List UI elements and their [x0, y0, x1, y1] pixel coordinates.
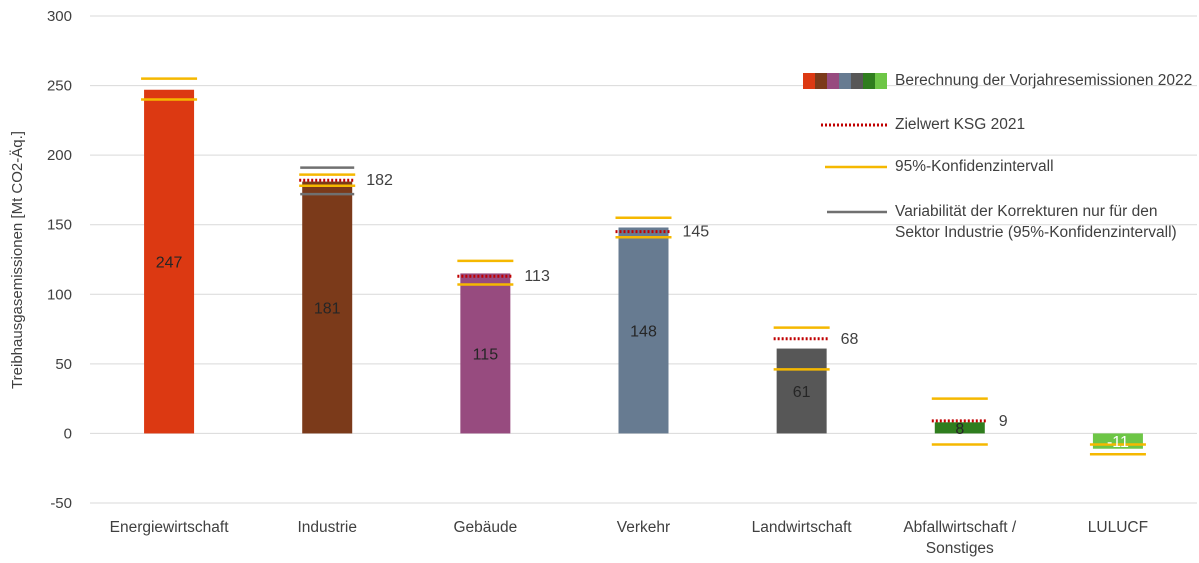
- legend-dotted-line-icon: [821, 123, 887, 127]
- legend-color-swatch: [803, 73, 887, 89]
- x-tick-label: Gebäude: [453, 519, 517, 536]
- legend-swatch-segment: [839, 73, 851, 89]
- target-label: 68: [841, 331, 859, 348]
- y-axis-label: Treibhausgasemissionen [Mt CO2-Äq.]: [9, 131, 26, 389]
- y-tick-label: 200: [47, 147, 72, 164]
- legend-label: Variabilität der Korrekturen nur für den…: [895, 203, 1177, 241]
- legend-label: 95%-Konfidenzintervall: [895, 158, 1054, 175]
- y-tick-label: -50: [50, 495, 72, 512]
- legend-swatch-segment: [803, 73, 815, 89]
- value-label: 115: [473, 346, 499, 363]
- legend-label: Zielwert KSG 2021: [895, 116, 1026, 133]
- bar: [460, 273, 511, 434]
- y-axis-ticks: -50 0 50 100 150 200 250 300: [47, 8, 72, 512]
- y-tick-label: 50: [55, 356, 72, 373]
- legend-label: Berechnung der Vorjahresemissionen 2022: [895, 72, 1193, 89]
- legend-swatch-segment: [827, 73, 839, 89]
- x-tick-label: LULUCF: [1088, 519, 1148, 536]
- bars: [144, 89, 1143, 449]
- target-label: 182: [366, 172, 393, 189]
- value-label: 148: [630, 323, 657, 340]
- target-label: 113: [524, 268, 550, 285]
- bar: [144, 89, 195, 434]
- value-label: 247: [156, 255, 183, 272]
- x-tick-label: Verkehr: [617, 519, 670, 536]
- y-tick-label: 150: [47, 217, 72, 234]
- legend-swatch-segment: [851, 73, 863, 89]
- legend-yellow-line-icon: [825, 165, 887, 169]
- bar: [776, 348, 827, 434]
- x-tick-label: Landwirtschaft: [752, 519, 853, 536]
- target-label: 9: [999, 413, 1008, 430]
- legend-gray-line-icon: [827, 210, 887, 214]
- value-label: -11: [1107, 434, 1129, 451]
- bar: [934, 422, 985, 434]
- markers: [141, 77, 1146, 456]
- x-tick-label: Abfallwirtschaft /: [903, 519, 1017, 536]
- bar: [618, 227, 669, 434]
- value-label: 181: [314, 301, 341, 318]
- x-tick-label: Sonstiges: [926, 540, 994, 557]
- y-tick-label: 0: [64, 425, 72, 442]
- labels: 247 182 181 113 115 145 148 68 61 9 8 -11: [156, 172, 1129, 451]
- target-label: 145: [683, 224, 710, 241]
- bar: [302, 181, 353, 434]
- y-tick-label: 300: [47, 8, 72, 25]
- y-tick-label: 100: [47, 286, 72, 303]
- x-tick-label: Industrie: [297, 519, 356, 536]
- value-label: 8: [955, 421, 964, 438]
- value-label: 61: [793, 384, 811, 401]
- x-axis-ticks: Energiewirtschaft Industrie Gebäude Verkehr…: [110, 519, 1148, 557]
- legend-swatch-segment: [863, 73, 875, 89]
- y-tick-label: 250: [47, 78, 72, 95]
- x-tick-label: Energiewirtschaft: [110, 519, 230, 536]
- legend-swatch-segment: [875, 73, 887, 89]
- legend-swatch-segment: [815, 73, 827, 89]
